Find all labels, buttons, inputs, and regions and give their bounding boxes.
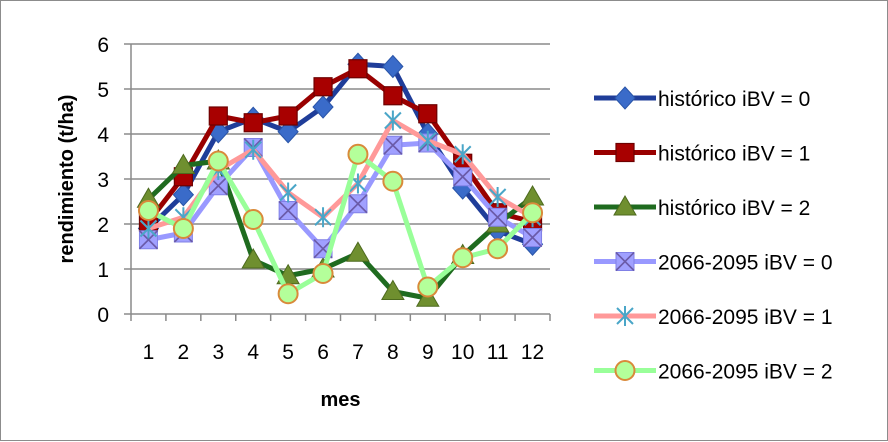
x-tick-label: 5	[282, 341, 294, 364]
x-tick-label: 8	[387, 341, 399, 364]
legend-entry: 2066-2095 iBV = 1	[594, 306, 833, 329]
data-point	[347, 143, 369, 165]
x-tick-label: 1	[143, 341, 155, 364]
data-point	[383, 86, 403, 106]
data-point	[277, 120, 299, 144]
data-point	[382, 170, 404, 192]
data-point	[452, 247, 474, 269]
x-tick-label: 4	[247, 341, 259, 364]
data-point	[137, 200, 159, 221]
data-point	[348, 194, 368, 214]
y-tick-label: 4	[97, 124, 109, 147]
data-point	[242, 209, 264, 230]
data-point	[243, 113, 263, 133]
legend-entry: histórico iBV = 1	[594, 143, 810, 166]
data-point	[139, 218, 158, 239]
x-tick-labels: 1 2 3 4 5 6 7 8 9 10 11 12	[143, 341, 545, 364]
data-point	[278, 200, 298, 221]
y-tick-label: 1	[97, 259, 109, 282]
x-tick-label: 7	[352, 341, 364, 364]
data-point	[487, 238, 509, 260]
data-point	[520, 185, 545, 206]
legend: histórico iBV = 0 histórico iBV = 1 histór…	[594, 86, 833, 384]
data-point	[314, 207, 332, 228]
legend-marker	[615, 142, 635, 163]
data-point	[522, 202, 544, 224]
data-point	[453, 167, 473, 187]
data-point	[279, 182, 297, 203]
legend-label: histórico iBV = 0	[658, 88, 810, 111]
data-point	[346, 241, 370, 262]
data-point	[277, 283, 299, 305]
data-point	[313, 77, 333, 97]
legend-marker	[614, 360, 636, 381]
y-tick-label: 2	[97, 214, 109, 237]
data-point	[241, 248, 266, 269]
y-tick-label: 6	[97, 34, 109, 57]
x-tick-label: 11	[487, 341, 509, 364]
data-point	[454, 144, 472, 165]
data-point	[383, 135, 403, 155]
data-point	[382, 54, 404, 79]
data-point	[312, 95, 334, 119]
data-point	[171, 153, 196, 174]
data-point	[278, 106, 298, 126]
legend-label: 2066-2095 iBV = 1	[658, 306, 833, 329]
data-point	[522, 227, 543, 248]
data-point	[312, 263, 334, 284]
legend-entry: histórico iBV = 0	[594, 86, 810, 111]
y-tick-label: 5	[97, 79, 109, 102]
data-point	[419, 130, 437, 151]
data-point	[384, 110, 402, 131]
data-point	[348, 59, 368, 79]
y-axis-title: rendimiento (t/ha)	[56, 95, 78, 264]
x-tick-label: 3	[212, 341, 224, 364]
legend-label: 2066-2095 iBV = 2	[658, 361, 833, 384]
legend-label: 2066-2095 iBV = 0	[658, 252, 833, 275]
legend-entry: 2066-2095 iBV = 2	[594, 360, 833, 384]
data-point	[488, 187, 507, 207]
data-point	[381, 279, 405, 300]
legend-entry: 2066-2095 iBV = 0	[594, 252, 833, 275]
axes	[124, 43, 551, 321]
y-tick-labels: 0 1 2 3 4 5 6	[97, 34, 109, 327]
series-layer	[136, 52, 545, 307]
x-tick-label: 2	[178, 341, 190, 364]
data-point	[417, 276, 439, 298]
data-point	[488, 207, 508, 227]
data-point	[172, 183, 195, 207]
x-tick-label: 10	[451, 341, 474, 364]
y-tick-label: 3	[97, 169, 109, 192]
x-tick-label: 9	[422, 341, 434, 364]
legend-marker	[616, 306, 634, 326]
legend-label: histórico iBV = 1	[658, 143, 810, 166]
data-point	[244, 139, 262, 160]
x-axis-title: mes	[320, 389, 360, 411]
series-line	[146, 61, 534, 247]
x-tick-label: 12	[521, 341, 544, 364]
y-tick-label: 0	[97, 304, 109, 327]
legend-entry: histórico iBV = 2	[594, 195, 810, 220]
data-point	[208, 106, 228, 126]
data-point	[207, 150, 229, 172]
data-point	[418, 104, 438, 124]
legend-marker	[613, 195, 637, 216]
data-point	[172, 218, 194, 239]
legend-marker	[614, 86, 636, 110]
x-tick-label: 6	[317, 341, 329, 364]
legend-label: histórico iBV = 2	[658, 197, 810, 220]
legend-marker	[615, 251, 635, 272]
series-6	[137, 143, 544, 305]
